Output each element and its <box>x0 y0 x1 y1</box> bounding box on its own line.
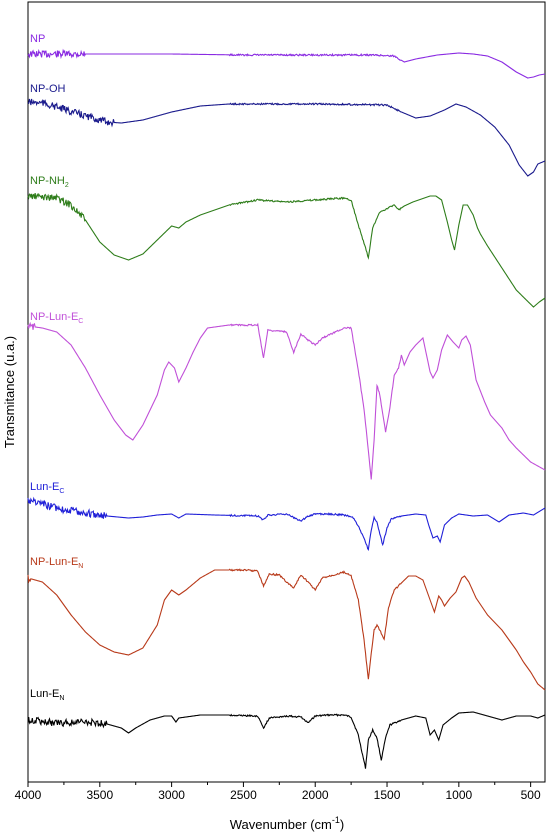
series-label-np-lun-ec: NP-Lun-EC <box>30 311 83 325</box>
series-line-np-lun-en <box>27 568 546 691</box>
plot-frame <box>27 1 546 783</box>
series-label-lun-en: Lun-EN <box>30 688 64 702</box>
x-tick-label: 1000 <box>445 788 472 802</box>
x-axis-label-end: ) <box>340 817 344 832</box>
x-tick-label: 2000 <box>302 788 329 802</box>
series-line-np <box>27 48 546 79</box>
series-label-np-lun-en: NP-Lun-EN <box>30 556 83 570</box>
series-label-lun-ec: Lun-EC <box>30 481 64 495</box>
series-label-np: NP <box>30 33 45 45</box>
series-label-layer: NP NP-OH NP-NH2 NP-Lun-EC Lun-EC NP-Lun-EN Lun… <box>30 33 83 702</box>
series-line-np-nh2 <box>27 192 546 308</box>
x-axis-label: Wavenumber (cm-1) <box>230 815 344 832</box>
x-axis-label-sup: -1 <box>332 815 340 825</box>
x-tick-label: 3000 <box>158 788 185 802</box>
series-line-lun-ec <box>27 496 546 552</box>
series-label-np-nh2: NP-NH2 <box>30 175 69 189</box>
x-tick-label: 500 <box>521 788 541 802</box>
series-layer <box>27 48 546 769</box>
series-label-np-oh: NP-OH <box>30 83 66 95</box>
series-line-np-lun-ec <box>27 321 546 480</box>
x-tick-label: 4000 <box>15 788 42 802</box>
x-axis-ticks: 4000 3500 3000 2500 2000 1500 1000 500 <box>15 782 541 802</box>
x-tick-label: 1500 <box>374 788 401 802</box>
x-axis-label-main: Wavenumber (cm <box>230 817 332 832</box>
series-line-lun-en <box>27 711 546 769</box>
x-tick-label: 2500 <box>230 788 257 802</box>
y-axis-label: Transmitance (u.a.) <box>2 336 17 448</box>
x-tick-label: 3500 <box>86 788 113 802</box>
series-line-np-oh <box>27 98 546 177</box>
